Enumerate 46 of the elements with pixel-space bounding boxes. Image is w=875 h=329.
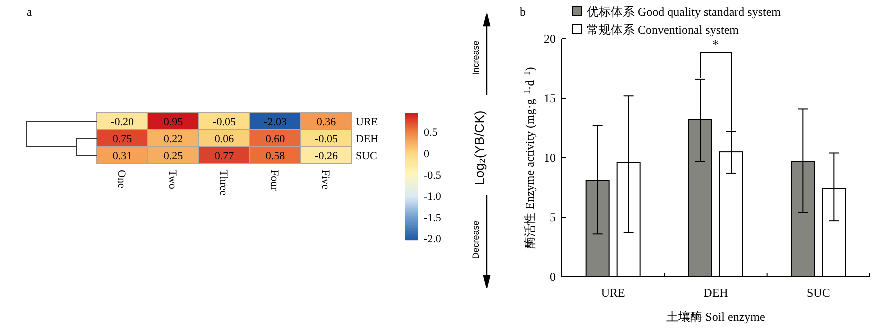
y-tick-label: 10 xyxy=(544,151,556,165)
annotation: * xyxy=(712,37,720,52)
data-label: 0.22 xyxy=(164,134,184,146)
color-bar-label: -0.5 xyxy=(424,170,442,182)
text: Increase xyxy=(471,40,481,76)
data-label: -0.26 xyxy=(315,150,338,162)
x-axis-title: 土壤酶 Soil enzyme xyxy=(666,310,766,324)
data-label: -0.05 xyxy=(315,134,338,146)
x-tick-label: Two xyxy=(166,170,178,190)
x-tick-label: One xyxy=(116,170,128,188)
chart-title: a xyxy=(27,5,33,19)
data-label: 0.06 xyxy=(214,134,235,146)
y-tick-label: DEH xyxy=(356,134,379,146)
x-tick-label: URE xyxy=(601,286,626,300)
data-label: -0.20 xyxy=(111,116,134,128)
data-label: -0.05 xyxy=(213,116,236,128)
data-label: 0.36 xyxy=(316,116,337,128)
x-tick-label: Three xyxy=(218,170,230,196)
y-tick-label: URE xyxy=(356,116,378,128)
data-label: 0.60 xyxy=(266,134,286,146)
data-label: 0.25 xyxy=(164,150,184,162)
x-tick-label: Four xyxy=(268,170,280,192)
legend-label: 常规体系 Conventional system xyxy=(587,23,740,37)
color-bar-label: 0.5 xyxy=(424,127,438,140)
color-bar-label: -1.0 xyxy=(424,191,442,204)
chart-title: b xyxy=(520,5,526,19)
y-tick-label: 0 xyxy=(550,270,556,284)
data-label: 0.77 xyxy=(214,150,235,162)
data-label: 0.31 xyxy=(112,150,132,162)
color-bar-label: 0 xyxy=(424,148,430,160)
data-label: 0.58 xyxy=(266,150,286,162)
y-tick-label: SUC xyxy=(356,150,378,162)
y-tick-label: 20 xyxy=(544,32,556,46)
data-label: -2.03 xyxy=(264,116,288,128)
data-label: 0.75 xyxy=(112,134,133,146)
color-bar-title: Log₂(YB/CK) xyxy=(472,110,487,186)
y-tick-label: 5 xyxy=(550,210,556,224)
x-tick-label: Five xyxy=(320,170,332,190)
data-label: 0.95 xyxy=(164,116,184,128)
x-tick-label: DEH xyxy=(704,286,729,300)
legend-label: 优标体系 Good quality standard system xyxy=(587,5,782,19)
x-tick-label: SUC xyxy=(806,286,830,300)
color-bar-label: -2.0 xyxy=(424,234,442,246)
y-tick-label: 15 xyxy=(544,92,556,106)
color-bar-label: -1.5 xyxy=(424,212,442,224)
text: Decrease xyxy=(471,220,481,260)
